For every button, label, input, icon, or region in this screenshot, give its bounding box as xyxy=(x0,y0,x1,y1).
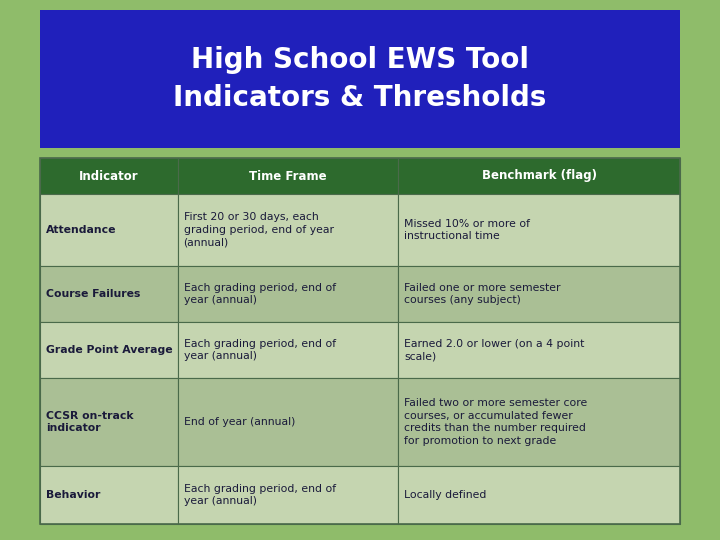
Bar xyxy=(398,466,680,524)
Bar xyxy=(40,158,178,194)
Bar xyxy=(398,378,680,466)
Text: Benchmark (flag): Benchmark (flag) xyxy=(482,170,597,183)
Text: Each grading period, end of
year (annual): Each grading period, end of year (annual… xyxy=(184,339,336,361)
Text: Each grading period, end of
year (annual): Each grading period, end of year (annual… xyxy=(184,282,336,306)
Bar xyxy=(40,10,680,148)
Bar xyxy=(178,266,398,322)
Bar xyxy=(178,378,398,466)
Text: Behavior: Behavior xyxy=(46,490,100,500)
Bar xyxy=(398,194,680,266)
Text: First 20 or 30 days, each
grading period, end of year
(annual): First 20 or 30 days, each grading period… xyxy=(184,212,333,248)
Bar xyxy=(40,194,178,266)
Bar xyxy=(40,158,680,524)
Bar xyxy=(398,158,680,194)
Text: Each grading period, end of
year (annual): Each grading period, end of year (annual… xyxy=(184,484,336,507)
Bar xyxy=(398,266,680,322)
Text: Failed two or more semester core
courses, or accumulated fewer
credits than the : Failed two or more semester core courses… xyxy=(405,398,588,446)
Text: Locally defined: Locally defined xyxy=(405,490,487,500)
Text: Attendance: Attendance xyxy=(46,225,117,235)
Text: Indicator: Indicator xyxy=(79,170,139,183)
Bar xyxy=(40,322,178,378)
Text: Time Frame: Time Frame xyxy=(249,170,327,183)
Bar xyxy=(40,266,178,322)
Bar xyxy=(40,378,178,466)
Text: Failed one or more semester
courses (any subject): Failed one or more semester courses (any… xyxy=(405,282,561,306)
Text: CCSR on-track
indicator: CCSR on-track indicator xyxy=(46,410,133,434)
Text: Earned 2.0 or lower (on a 4 point
scale): Earned 2.0 or lower (on a 4 point scale) xyxy=(405,339,585,361)
Bar xyxy=(178,322,398,378)
Bar xyxy=(178,466,398,524)
Bar xyxy=(398,322,680,378)
Bar xyxy=(40,466,178,524)
Text: Missed 10% or more of
instructional time: Missed 10% or more of instructional time xyxy=(405,219,531,241)
Text: Course Failures: Course Failures xyxy=(46,289,140,299)
Text: High School EWS Tool
Indicators & Thresholds: High School EWS Tool Indicators & Thresh… xyxy=(174,45,546,112)
Bar xyxy=(178,194,398,266)
Text: End of year (annual): End of year (annual) xyxy=(184,417,295,427)
Text: Grade Point Average: Grade Point Average xyxy=(46,345,173,355)
Bar xyxy=(178,158,398,194)
